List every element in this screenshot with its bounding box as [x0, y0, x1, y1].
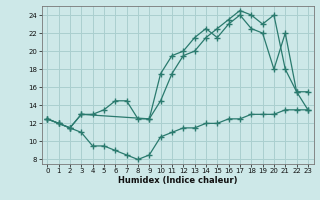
- X-axis label: Humidex (Indice chaleur): Humidex (Indice chaleur): [118, 176, 237, 185]
